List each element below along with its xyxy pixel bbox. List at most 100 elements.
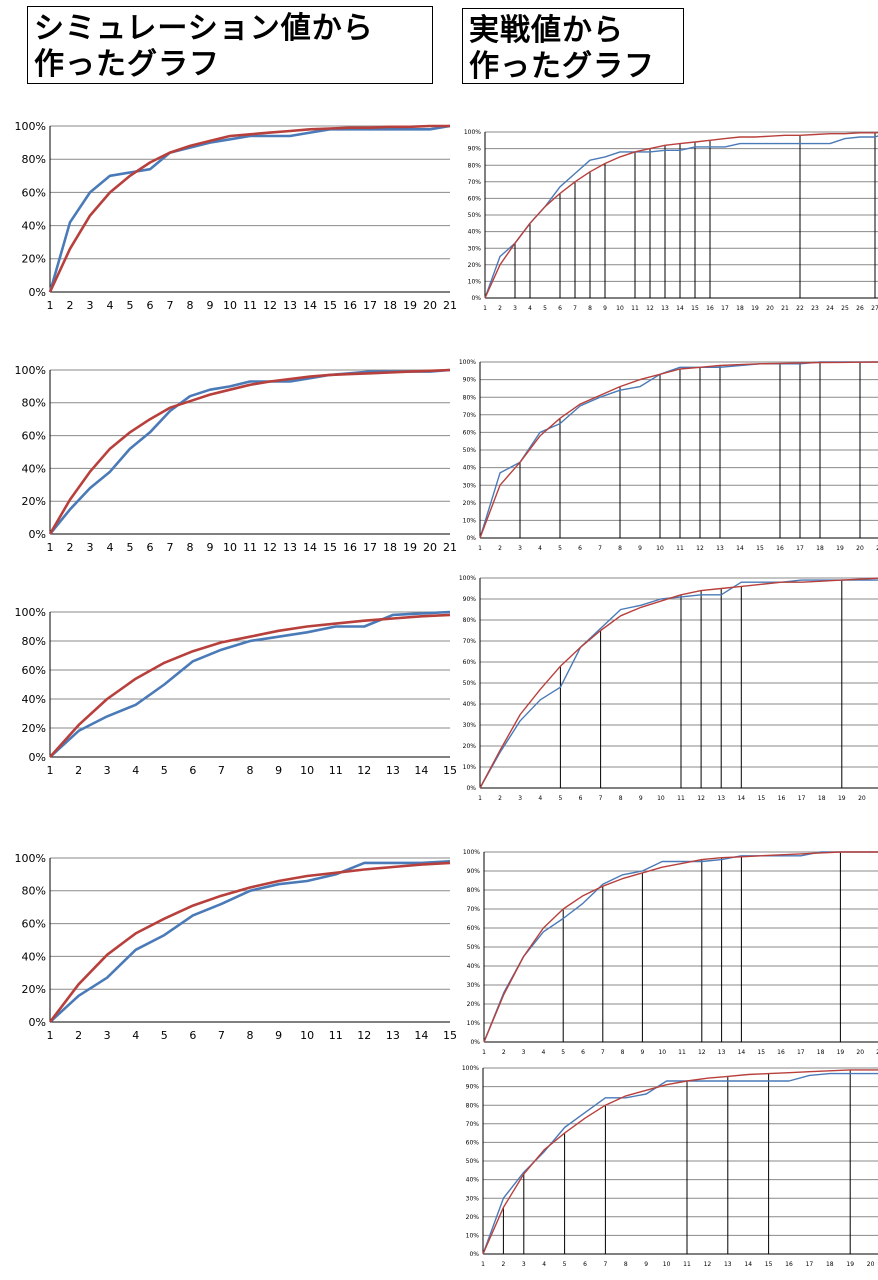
right-title-line2: 作ったグラフ [469,49,655,84]
y-tick-label: 10% [466,1233,480,1240]
x-tick-label: 18 [736,305,744,312]
y-tick-label: 80% [467,887,481,894]
y-tick-label: 80% [466,1102,480,1109]
x-tick-label: 15 [691,305,699,312]
x-tick-label: 12 [646,305,654,312]
y-tick-label: 70% [463,412,477,419]
x-tick-label: 5 [543,305,547,312]
x-tick-label: 2 [75,764,82,777]
y-tick-label: 100% [459,359,476,366]
y-tick-label: 20% [22,983,46,996]
x-tick-label: 1 [482,1049,486,1056]
y-tick-label: 60% [468,196,482,203]
y-tick-label: 0% [469,1251,479,1258]
y-tick-label: 10% [467,1020,481,1027]
x-tick-label: 16 [778,795,786,802]
x-tick-label: 14 [736,545,744,552]
x-tick-label: 18 [817,1049,825,1056]
simulation-chart-4: 0%20%40%60%80%100%1 2 3 4 5 6 7 8 9 10 11 12 13 14 15 [15,852,457,1042]
y-tick-label: 20% [467,1001,481,1008]
y-tick-label: 90% [468,146,482,153]
x-tick-label: 5 [558,545,562,552]
y-tick-label: 0% [466,785,476,792]
x-tick-label: 8 [247,764,254,777]
y-tick-label: 80% [22,635,46,648]
x-tick-label: 4 [132,764,139,777]
y-tick-label: 30% [466,1195,480,1202]
y-tick-label: 0% [29,751,46,764]
x-tick-label: 1 [47,764,54,777]
y-tick-label: 50% [463,680,477,687]
y-tick-label: 20% [22,253,46,266]
x-tick-label: 12 [698,1049,706,1056]
x-tick-label: 13 [283,299,297,312]
x-tick-label: 12 [357,764,371,777]
y-tick-label: 90% [463,596,477,603]
x-tick-label: 10 [657,795,665,802]
x-tick-label: 15 [323,541,337,554]
x-tick-label: 4 [528,305,532,312]
x-tick-label: 1 [478,545,482,552]
x-tick-label: 19 [403,541,417,554]
x-tick-label: 11 [243,299,257,312]
x-tick-label: 17 [798,795,806,802]
y-tick-label: 0% [29,286,46,299]
x-tick-label: 3 [87,541,94,554]
x-tick-label: 14 [738,1049,746,1056]
x-tick-label: 14 [676,305,684,312]
y-tick-label: 30% [463,722,477,729]
series-line-red [49,613,451,758]
real-chart-5: 0%10%20%30%40%50%60%70%80%90%100%1 2 3 4 5 6 7… [462,1065,878,1268]
x-tick-label: 3 [87,299,94,312]
y-tick-label: 30% [468,245,482,252]
y-tick-label: 100% [459,575,476,582]
x-tick-label: 18 [383,299,397,312]
x-tick-label: 11 [678,1049,686,1056]
x-tick-label: 16 [777,1049,785,1056]
x-tick-label: 20 [423,541,437,554]
x-tick-label: 15 [443,764,457,777]
x-tick-label: 11 [329,764,343,777]
y-tick-label: 10% [463,764,477,771]
x-tick-label: 9 [207,299,214,312]
y-tick-label: 10% [468,279,482,286]
y-tick-label: 70% [466,1121,480,1128]
x-tick-label: 8 [624,1261,628,1268]
x-tick-label: 6 [558,305,562,312]
x-tick-label: 17 [721,305,729,312]
x-tick-label: 12 [696,545,704,552]
x-tick-label: 8 [247,1029,254,1042]
x-tick-label: 6 [147,541,154,554]
x-tick-label: 21 [876,1049,878,1056]
x-tick-label: 22 [796,305,804,312]
x-tick-label: 2 [501,1261,505,1268]
x-tick-label: 18 [383,541,397,554]
x-tick-label: 7 [598,545,602,552]
x-tick-label: 12 [263,541,277,554]
x-tick-label: 5 [563,1261,567,1268]
x-tick-label: 2 [67,299,74,312]
series-line-blue [49,610,451,758]
y-tick-label: 100% [15,606,46,619]
x-tick-label: 19 [846,1261,854,1268]
x-tick-label: 18 [826,1261,834,1268]
y-tick-label: 80% [22,153,46,166]
x-tick-label: 11 [329,1029,343,1042]
y-tick-label: 50% [467,944,481,951]
y-tick-label: 20% [22,722,46,735]
right-title-line1: 実戦値から [469,13,624,48]
x-tick-label: 2 [75,1029,82,1042]
x-tick-label: 15 [756,545,764,552]
x-tick-label: 5 [161,764,168,777]
x-tick-label: 10 [656,545,664,552]
x-tick-label: 7 [167,299,174,312]
x-tick-label: 15 [757,1049,765,1056]
x-tick-label: 13 [661,305,669,312]
x-tick-label: 9 [644,1261,648,1268]
x-tick-label: 14 [737,795,745,802]
x-tick-label: 15 [323,299,337,312]
y-tick-label: 0% [466,535,476,542]
x-tick-label: 6 [578,545,582,552]
x-tick-label: 16 [785,1261,793,1268]
y-tick-label: 80% [463,617,477,624]
